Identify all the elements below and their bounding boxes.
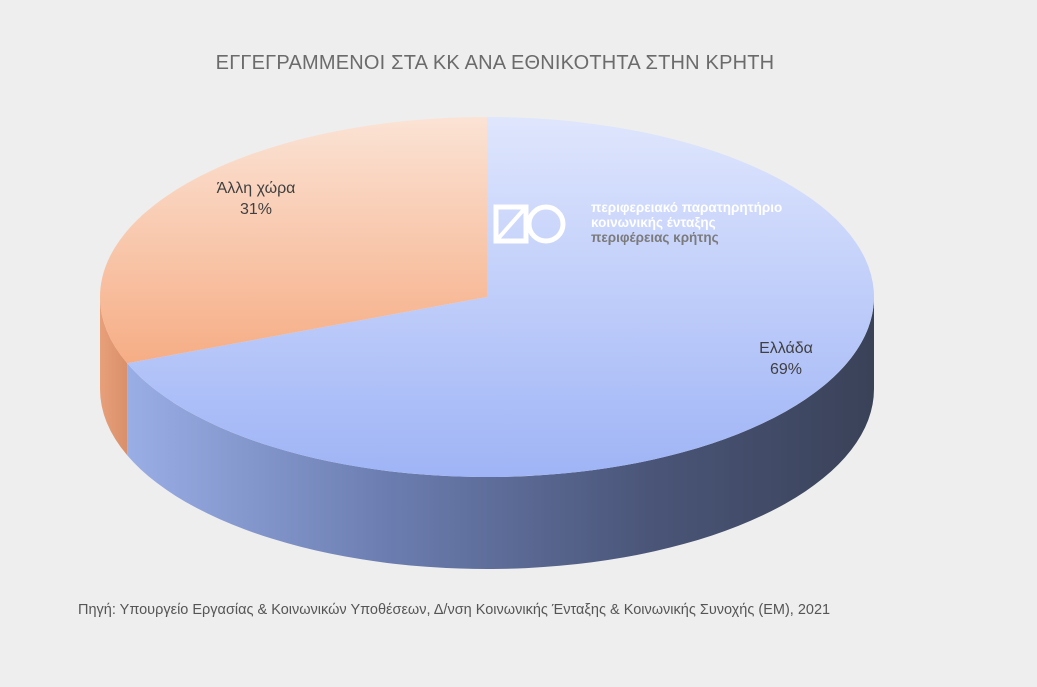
logo-line-3: περιφέρειας κρήτης — [591, 230, 719, 245]
pie-slice-other-side — [100, 297, 128, 456]
logo-line-2: κοινωνικής ένταξης — [591, 215, 716, 230]
slice-label-other: Άλλη χώρα 31% — [217, 178, 296, 220]
pie-slice-greece-side — [127, 297, 875, 570]
source-note: Πηγή: Υπουργείο Εργασίας & Κοινωνικών Υπ… — [78, 602, 831, 618]
slice-label-other-name: Άλλη χώρα — [216, 180, 296, 197]
pie-slice-greece — [127, 117, 874, 477]
observatory-logo: περιφερειακό παρατηρητήριο κοινωνικής έν… — [493, 200, 813, 250]
chart-title: ΕΓΓΕΓΡΑΜΜΕΝΟΙ ΣΤΑ ΚΚ ΑΝΑ ΕΘΝΙΚΟΤΗΤΑ ΣΤΗΝ… — [215, 52, 775, 74]
logo-text: περιφερειακό παρατηρητήριο κοινωνικής έν… — [591, 200, 782, 245]
slice-label-greece-value: 69% — [769, 361, 803, 378]
logo-line-1: περιφερειακό παρατηρητήριο — [591, 200, 783, 215]
slice-label-greece-name: Ελλάδα — [759, 340, 813, 357]
slice-label-greece: Ελλάδα 69% — [759, 338, 813, 380]
pie-slice-other — [100, 117, 488, 364]
logo-mark-icon — [493, 204, 566, 244]
slice-label-other-value: 31% — [239, 201, 273, 218]
